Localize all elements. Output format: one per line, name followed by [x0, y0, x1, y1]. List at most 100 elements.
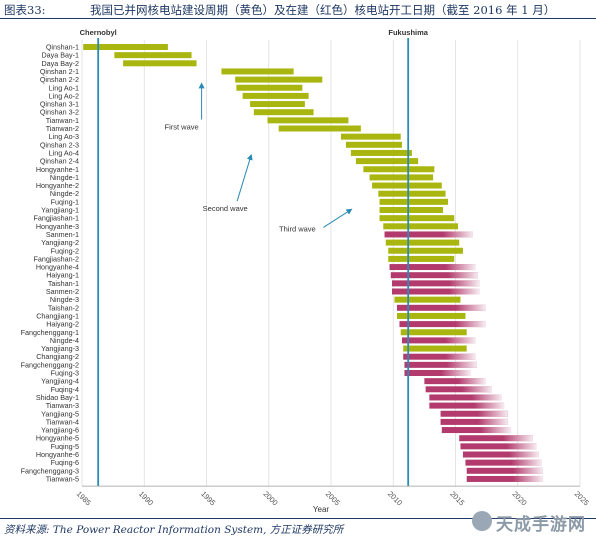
unit-label: Fangchenggang-2 [21, 360, 79, 369]
unit-label: Tianwan-3 [46, 401, 79, 410]
x-tick-label: 1990 [137, 489, 155, 507]
unit-label: Fuqing-1 [51, 197, 79, 206]
header-rule [0, 18, 596, 19]
unit-label: Yangjiang-6 [41, 426, 79, 435]
footer-rule [0, 518, 596, 519]
construction-bar-fade [449, 288, 480, 295]
unit-label: Ningde-2 [50, 189, 79, 198]
completed-bar [114, 52, 192, 59]
unit-label: Yangjiang-3 [41, 344, 79, 353]
completed-bar [369, 174, 434, 181]
completed-bar [253, 109, 314, 116]
unit-label: Ling Ao-2 [49, 91, 79, 100]
unit-label: Fuqing-6 [51, 458, 79, 467]
unit-label: Qinshan 3-2 [40, 108, 79, 117]
source-note: 资料来源: The Power Reactor Information Syst… [4, 524, 344, 536]
completed-bar [394, 296, 461, 303]
unit-label: Ningde-3 [50, 295, 79, 304]
unit-label: Changjiang-2 [36, 352, 79, 361]
construction-bar-fade [477, 418, 508, 425]
construction-bar [403, 353, 476, 360]
unit-label: Qinshan 2-4 [40, 157, 79, 166]
completed-bar [385, 239, 460, 246]
unit-label: Ling Ao-4 [49, 148, 79, 157]
x-tick-label: 2025 [573, 489, 591, 507]
construction-bar-fade [477, 410, 508, 417]
construction-bar [401, 337, 476, 344]
unit-label: Hongyanhe-3 [36, 222, 79, 231]
construction-bar [392, 288, 480, 295]
construction-bar [459, 435, 533, 442]
unit-label: Hongyanhe-6 [36, 450, 79, 459]
unit-label: Fangchenggang-1 [21, 328, 79, 337]
watermark: 天成手游网 [472, 508, 588, 535]
unit-label: Hongyanhe-4 [36, 263, 79, 272]
unit-label: Hongyanhe-2 [36, 181, 79, 190]
unit-label: Tianwan-2 [46, 124, 79, 133]
construction-bar [396, 304, 486, 311]
completed-bar [379, 198, 449, 205]
construction-bar [424, 378, 486, 385]
completed-bar [345, 141, 402, 148]
wave-arrow [323, 208, 353, 228]
completed-bar [267, 117, 349, 124]
figure-label: 图表33: [4, 3, 46, 17]
construction-bar [425, 386, 492, 393]
construction-bar-fade [446, 361, 477, 368]
unit-label: Qinshan 2-2 [40, 75, 79, 84]
construction-bar-fade [480, 427, 511, 434]
unit-label: Ling Ao-3 [49, 132, 79, 141]
x-tick-label: 1985 [75, 489, 93, 507]
unit-label: Shidao Bay-1 [36, 393, 79, 402]
unit-label: Fangjiashan-2 [33, 254, 79, 263]
construction-bar-fade [457, 378, 486, 385]
unit-label: Tianwan-1 [46, 116, 79, 125]
wave-arrow [236, 153, 253, 202]
unit-label: Qinshan 2-1 [40, 67, 79, 76]
construction-bar-fade [442, 231, 473, 238]
construction-bar [465, 459, 542, 466]
construction-bar-fade [512, 467, 543, 474]
completed-bar [83, 44, 168, 50]
construction-bar [399, 321, 486, 328]
completed-bar [236, 84, 303, 91]
construction-bar-fade [455, 304, 486, 311]
completed-bar [350, 149, 412, 156]
watermark-logo-icon [472, 511, 492, 531]
event-lines: Chernobyl Fukushima [80, 28, 429, 487]
construction-bar [392, 280, 480, 287]
event-label: Fukushima [388, 28, 428, 37]
unit-label: Daya Bay-1 [41, 51, 79, 60]
unit-label: Changjiang-1 [36, 311, 79, 320]
unit-label: Qinshan 3-1 [40, 100, 79, 109]
unit-label: Tianwan-5 [46, 474, 79, 483]
unit-label: Fangchenggang-3 [21, 466, 79, 475]
unit-label: Ningde-1 [50, 173, 79, 182]
construction-bar-fade [508, 451, 539, 458]
completed-bar [379, 207, 444, 213]
completed-bar [123, 60, 197, 67]
wave-label: Third wave [279, 224, 316, 233]
construction-bar-fade [471, 394, 502, 401]
x-tick-label: 2020 [510, 489, 528, 507]
unit-label: Qinshan 2-3 [40, 140, 79, 149]
construction-bar [440, 418, 508, 425]
construction-bar-fade [445, 337, 476, 344]
unit-label: Sanmen-1 [46, 230, 79, 239]
construction-bar-fade [440, 370, 471, 376]
completed-bar [235, 76, 323, 83]
construction-bar [384, 231, 473, 238]
completed-bar [355, 158, 419, 165]
construction-bar-fade [512, 475, 543, 482]
unit-label: Qinshan-1 [46, 43, 79, 52]
report-header: 图表33: 我国已并网核电站建设周期（黄色）及在建（红色）核电站开工日期（截至 … [0, 0, 596, 20]
construction-bar-fade [506, 443, 537, 450]
completed-bar [396, 312, 466, 319]
x-tick-label: 2010 [386, 489, 404, 507]
unit-label: Haiyang-1 [46, 271, 79, 280]
x-tick-label: 1995 [199, 489, 217, 507]
construction-bar [440, 410, 508, 417]
construction-bar-fade [474, 402, 505, 409]
unit-label: Yangjiang-2 [41, 238, 79, 247]
